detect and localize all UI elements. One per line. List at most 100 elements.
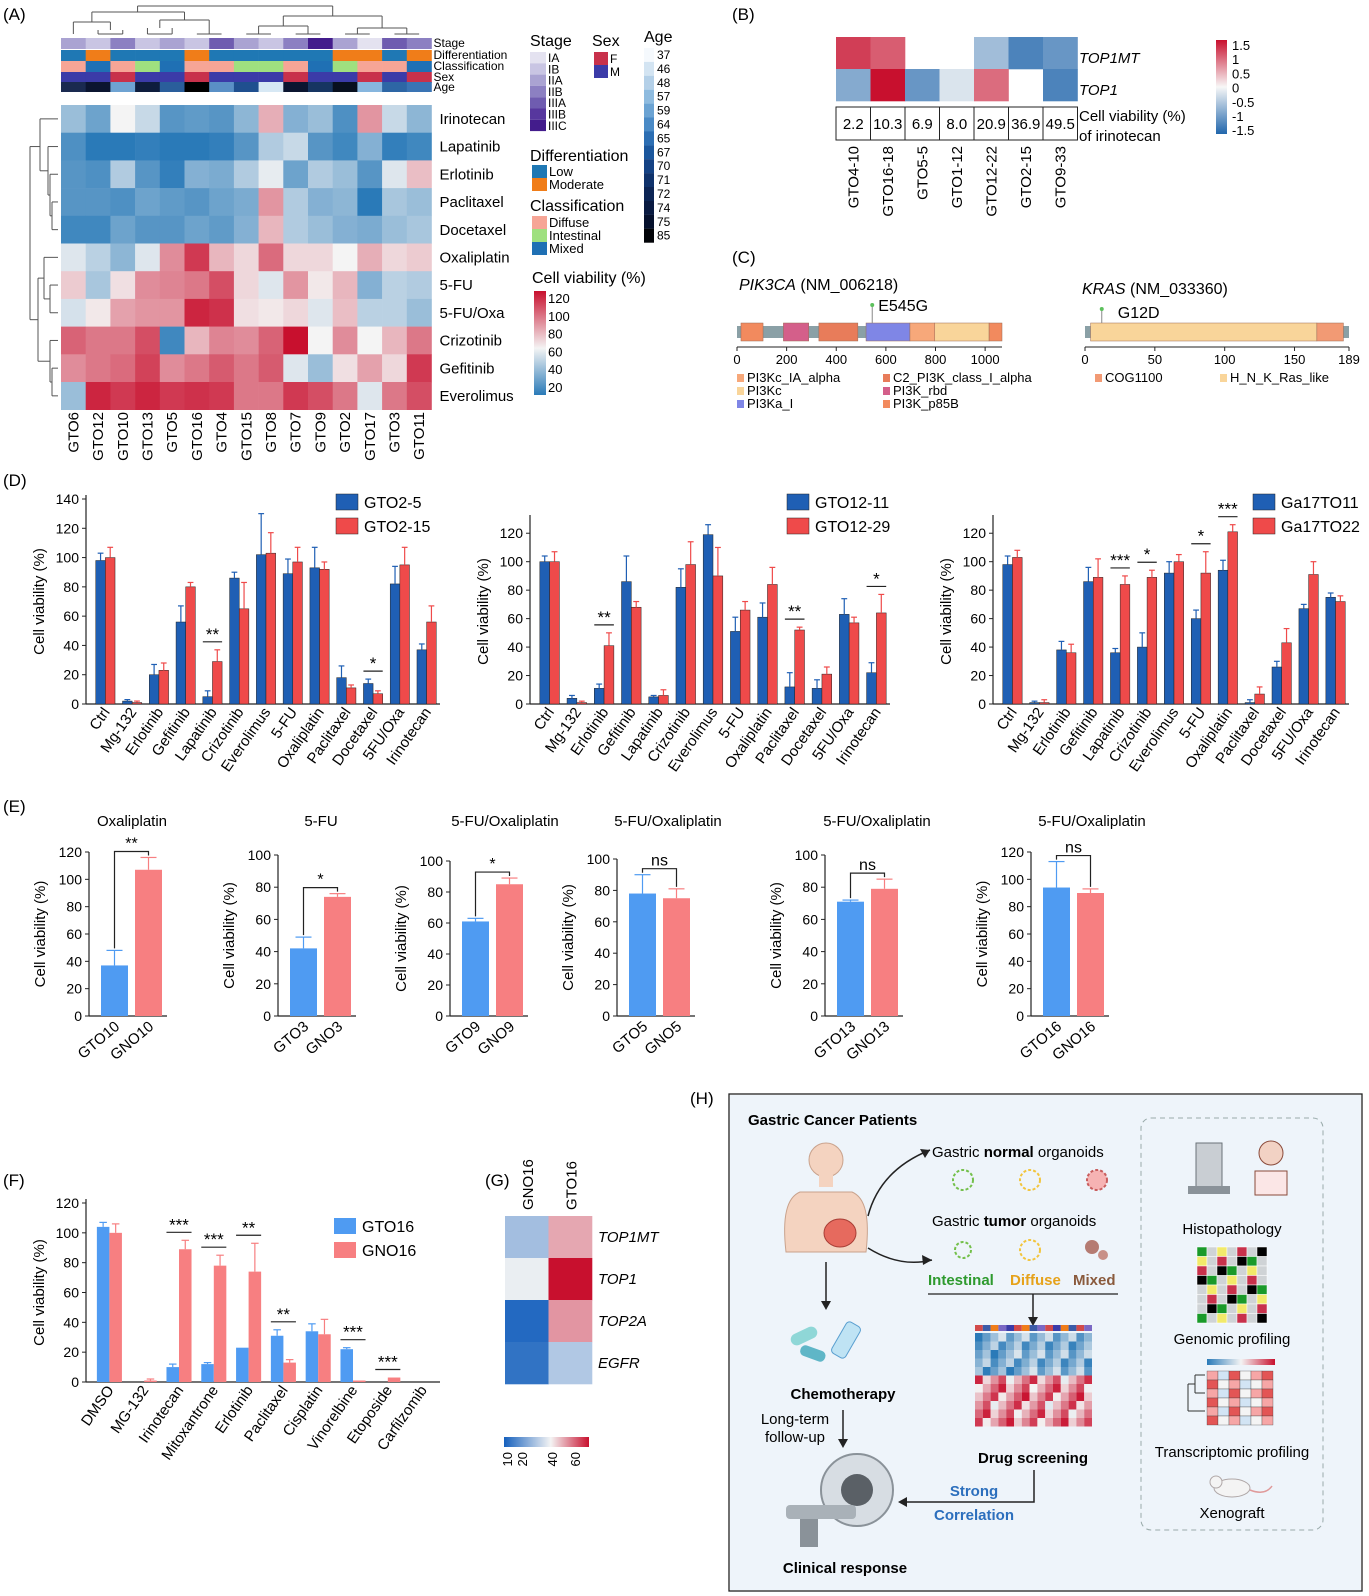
heatmap-cell xyxy=(505,1342,549,1385)
y-axis-label: Cell viability (%) xyxy=(938,558,955,665)
bar-ga17to11 xyxy=(1271,666,1282,705)
strong-label: Strong xyxy=(950,1483,998,1500)
heatmap-cell xyxy=(184,243,210,272)
kras-tick-label: 189 xyxy=(1338,352,1360,367)
legend-tick: 60 xyxy=(568,1452,583,1466)
annotation-cell-sex xyxy=(135,72,161,83)
mini-heatmap-cell xyxy=(1068,1341,1077,1350)
mini-heatmap-cell xyxy=(1076,1418,1085,1427)
bar-ga17to22 xyxy=(1200,572,1211,705)
transcriptomic-cell xyxy=(1261,1397,1274,1408)
heatmap-cell xyxy=(505,1300,549,1343)
heatmap-cell xyxy=(548,1216,593,1259)
y-tick-label: 60 xyxy=(802,911,818,927)
significance-label: * xyxy=(489,856,495,873)
legend-swatch-sex xyxy=(594,65,608,78)
heatmap-cell xyxy=(283,215,309,244)
heatmap-cell xyxy=(870,37,906,70)
y-tick-label: 80 xyxy=(427,884,443,900)
legend-swatch xyxy=(335,493,359,511)
annotation-cell-classification xyxy=(406,61,432,72)
significance-label: * xyxy=(1198,527,1205,546)
y-tick-label: 80 xyxy=(802,879,818,895)
transcriptomic-cell xyxy=(1217,1379,1230,1390)
legend-label-sex: F xyxy=(610,52,617,66)
significance-bracket xyxy=(474,871,511,917)
pik3ca-domain xyxy=(988,322,1003,342)
column-label: GTO8 xyxy=(263,412,280,453)
transcriptomic-cell xyxy=(1228,1379,1241,1390)
genomic-cell xyxy=(1236,1303,1248,1314)
heatmap-cell xyxy=(382,215,408,244)
annotation-cell-sex xyxy=(382,72,408,83)
heatmap-cell xyxy=(209,382,235,410)
annotation-cell-sex xyxy=(283,72,309,83)
heatmap-cell xyxy=(159,188,185,217)
y-tick-label: 120 xyxy=(59,844,83,860)
heatmap-cell xyxy=(61,298,86,327)
heatmap-cell xyxy=(135,188,161,217)
mini-heatmap-cell xyxy=(1045,1333,1053,1342)
heatmap-cell xyxy=(357,382,383,410)
annotation-cell-classification xyxy=(357,61,383,72)
legend-swatch xyxy=(786,493,810,511)
bar-gto16 xyxy=(96,1226,110,1382)
transcriptomic-cell xyxy=(1206,1415,1219,1426)
significance-bracket xyxy=(1055,854,1092,887)
annotation-cell-stage xyxy=(332,38,358,49)
viability-value: 8.0 xyxy=(946,116,967,133)
legend-swatch-age xyxy=(644,61,654,76)
heatmap-cell xyxy=(184,382,210,410)
legend-tick: 0.5 xyxy=(1232,66,1250,81)
annotation-cell-stage xyxy=(159,38,185,49)
annotation-cell-differentiation xyxy=(135,50,161,61)
mini-heatmap-cell xyxy=(1037,1350,1046,1359)
heatmap-cell xyxy=(233,243,259,272)
mini-heatmap-cell xyxy=(1060,1409,1069,1418)
transcriptomic-cell xyxy=(1261,1415,1274,1426)
y-tick-label: 40 xyxy=(66,953,82,969)
stomach-icon xyxy=(823,1218,857,1248)
clinical-response-label: Clinical response xyxy=(783,1560,907,1577)
y-tick-label: 100 xyxy=(248,847,272,863)
bar-ga17to11 xyxy=(1298,608,1309,705)
mini-heatmap-cell xyxy=(1006,1401,1014,1410)
annotation-cell-age xyxy=(159,82,185,92)
pik3ca-domain xyxy=(934,322,990,342)
significance-label: *** xyxy=(169,1215,189,1234)
transcriptomic-cell xyxy=(1239,1415,1252,1426)
legend-label-age: 67 xyxy=(657,145,671,159)
legend-swatch-stage xyxy=(530,119,546,132)
genomic-cell xyxy=(1246,1256,1258,1267)
legend-label-age: 74 xyxy=(657,201,671,215)
annotation-cell-classification xyxy=(159,61,185,72)
panel-label-b: (B) xyxy=(732,5,755,24)
heatmap-cell xyxy=(382,271,408,300)
genomic-cell xyxy=(1196,1275,1208,1286)
legend-label-stage: IB xyxy=(548,62,559,76)
transcriptomic-cell xyxy=(1206,1388,1219,1399)
y-tick-label: 100 xyxy=(56,550,80,566)
mixed-label: Mixed xyxy=(1073,1272,1116,1289)
y-tick-label: 20 xyxy=(63,667,79,683)
genomic-cell xyxy=(1256,1265,1268,1276)
mini-heatmap-cell xyxy=(1021,1384,1030,1393)
mini-heatmap-cell xyxy=(998,1333,1007,1342)
mini-heatmap-cell xyxy=(975,1375,983,1384)
panel-d: (D) 0 20 40 60 80 100 120 140 Cell viability (%) C… xyxy=(3,471,1360,775)
heatmap-cell xyxy=(357,298,383,327)
bar-gto12-29 xyxy=(876,612,887,705)
mini-annotation-cell xyxy=(1076,1325,1085,1331)
mini-heatmap-cell xyxy=(990,1358,999,1367)
heatmap-cell xyxy=(61,105,86,133)
mini-heatmap-cell xyxy=(982,1350,991,1359)
annotation-cell-age xyxy=(85,82,111,92)
mini-heatmap-cell xyxy=(1084,1333,1092,1342)
mini-annotation-cell xyxy=(1084,1325,1092,1331)
mini-heatmap-cell xyxy=(990,1384,999,1393)
transcriptomic-cell xyxy=(1250,1379,1263,1390)
pik3ca-tick-label: 600 xyxy=(875,352,897,367)
significance-label: *** xyxy=(1218,500,1238,519)
y-tick-label: 120 xyxy=(500,525,524,541)
